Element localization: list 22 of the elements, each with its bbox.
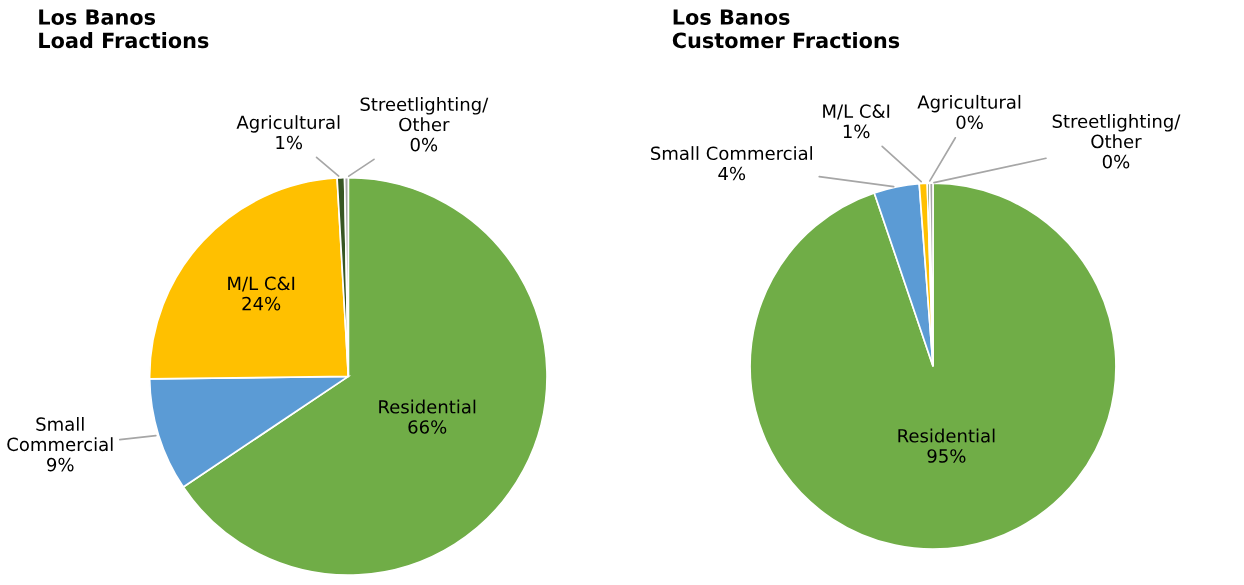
data-label: 1% bbox=[843, 124, 870, 139]
slice-label: Streetlighting/ Other bbox=[1052, 114, 1181, 149]
data-label: 0% bbox=[956, 115, 983, 130]
slice-label: Small Commercial bbox=[651, 146, 812, 161]
slice-label: Residential bbox=[379, 399, 476, 414]
slice-label: Agricultural bbox=[917, 94, 1021, 113]
chart-title: Los Banos Customer Fractions bbox=[672, 9, 900, 49]
slice-label: M/L C&I bbox=[228, 276, 295, 292]
data-label: 66% bbox=[408, 420, 447, 434]
slice-label: Agricultural bbox=[236, 115, 340, 133]
chart-title: Los Banos Load Fractions bbox=[39, 9, 209, 49]
data-label: 0% bbox=[1102, 154, 1130, 169]
slice-label: Residential bbox=[898, 428, 995, 443]
data-label: 0% bbox=[410, 137, 438, 152]
slice-label: Streetlighting/ Other bbox=[360, 97, 489, 132]
data-label: 24% bbox=[242, 296, 281, 311]
data-label: 4% bbox=[718, 166, 746, 181]
slice-label: Small Commercial bbox=[7, 416, 113, 452]
slice-label: M/L C&I bbox=[823, 104, 890, 120]
data-label: 1% bbox=[276, 135, 303, 150]
data-label: 95% bbox=[927, 449, 966, 463]
data-label: 9% bbox=[47, 457, 74, 472]
